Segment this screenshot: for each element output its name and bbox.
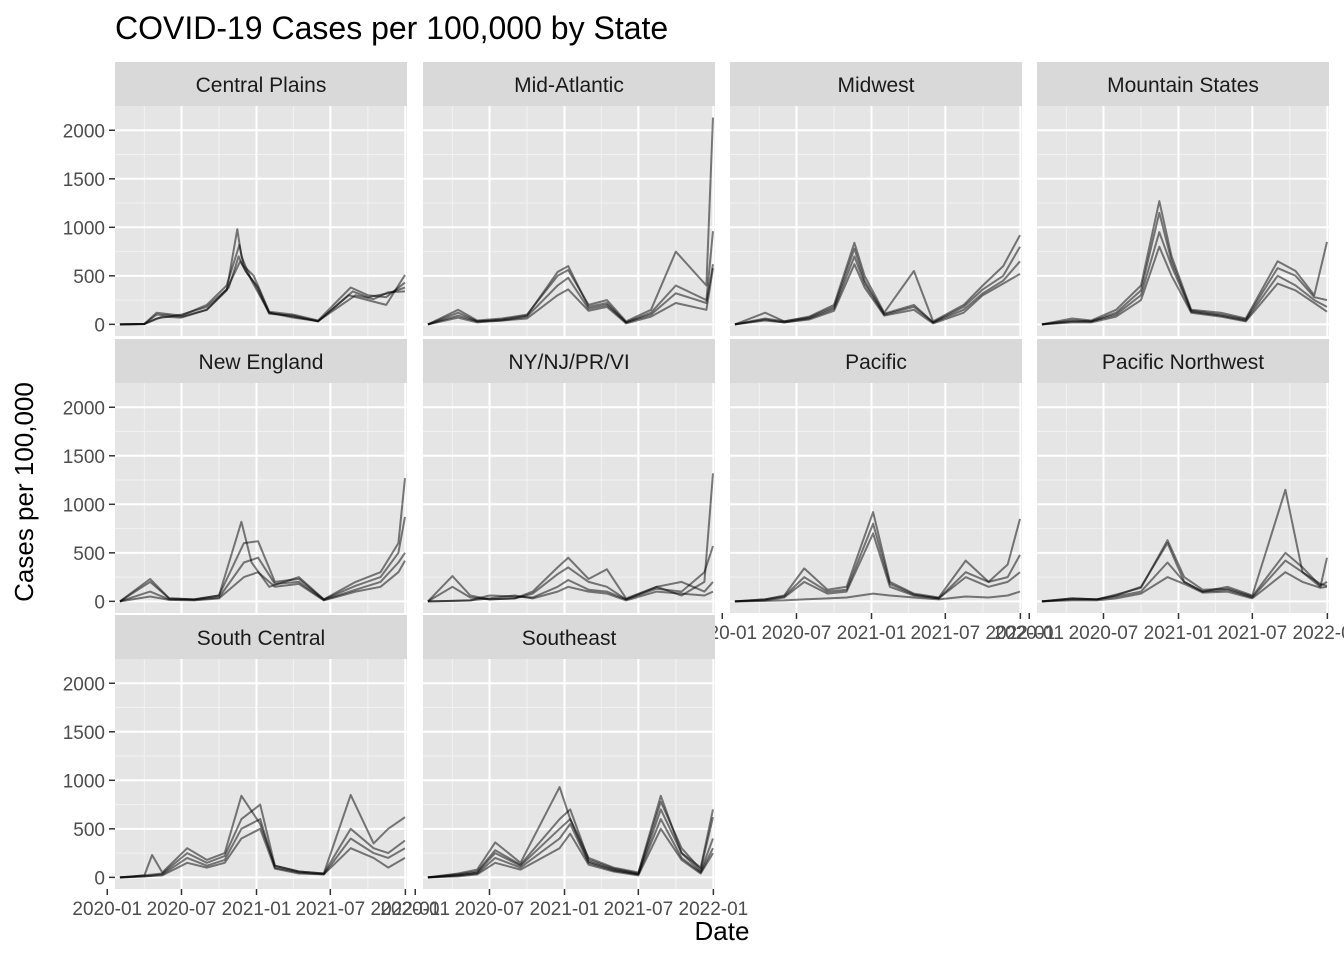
- panel-background: [1037, 106, 1329, 336]
- facet-strip: [1037, 339, 1329, 383]
- panel-south-central: South Central 0 500 1000 1500 2000 2020-01 2020…: [63, 615, 441, 920]
- facet-strip-label: NY/NJ/PR/VI: [508, 351, 629, 374]
- panel-southeast: Southeast 2020-01 2020-07 2021-01 2021-07 202…: [380, 615, 748, 920]
- series-line: [1041, 231, 1328, 326]
- series-line: [1041, 559, 1328, 603]
- series-line: [119, 827, 406, 879]
- facet-strip: [730, 339, 1022, 383]
- y-tick-label: 1500: [63, 170, 105, 191]
- facet-strip: [115, 339, 407, 383]
- facet-strip-label: Midwest: [837, 74, 914, 97]
- facet-strip-label: Southeast: [522, 627, 617, 650]
- series-line: [119, 260, 406, 326]
- y-tick-label: 1000: [63, 771, 105, 792]
- series-line: [119, 818, 406, 879]
- x-tick-label: 2020-07: [762, 623, 832, 644]
- series-line: [427, 818, 714, 879]
- x-tick-label: 2021-01: [530, 899, 600, 920]
- panel-midwest: Midwest: [730, 62, 1022, 336]
- y-tick-label: 0: [94, 315, 105, 336]
- facet-strip: [423, 339, 715, 383]
- series-line: [119, 803, 406, 879]
- y-tick-label: 1000: [63, 495, 105, 516]
- y-tick-label: 1000: [63, 218, 105, 239]
- x-tick-label: 2020-01: [994, 623, 1064, 644]
- panels: Central Plains 0 500 1000 1500 2000 Mid-Atlant…: [63, 62, 1344, 920]
- y-tick-label: 0: [94, 592, 105, 613]
- series-line: [734, 511, 1021, 603]
- series-line: [734, 532, 1021, 603]
- series-line: [427, 808, 714, 879]
- series-line: [1041, 200, 1328, 326]
- series-line: [427, 267, 714, 326]
- facet-strip: [730, 62, 1022, 106]
- y-tick-label: 1500: [63, 447, 105, 468]
- series-line: [119, 560, 406, 603]
- x-tick-label: 2022-01: [986, 623, 1056, 644]
- panel-background: [115, 106, 407, 336]
- y-tick-label: 2000: [63, 121, 105, 142]
- x-tick-label: 2021-07: [1217, 623, 1287, 644]
- y-axis-title: Cases per 100,000: [9, 382, 39, 602]
- x-tick-label: 2021-01: [837, 623, 907, 644]
- facet-strip-label: Pacific Northwest: [1102, 351, 1264, 374]
- y-tick-label: 1500: [63, 723, 105, 744]
- facet-strip: [115, 62, 407, 106]
- panel-mountain-states: Mountain States: [1037, 62, 1329, 336]
- panel-central-plains: Central Plains 0 500 1000 1500 2000: [63, 62, 407, 336]
- panel-mid-atlantic: Mid-Atlantic: [423, 62, 715, 336]
- x-tick-label: 2020-07: [1069, 623, 1139, 644]
- facet-strip-label: Central Plains: [196, 74, 327, 97]
- facet-strip: [115, 615, 407, 659]
- series-line: [119, 793, 406, 879]
- x-tick-label: 2022-01: [371, 899, 441, 920]
- y-tick-label: 500: [73, 544, 105, 565]
- x-tick-label: 2021-01: [222, 899, 292, 920]
- facet-strip: [1037, 62, 1329, 106]
- x-tick-label: 2022-01: [1293, 623, 1344, 644]
- series-line: [734, 590, 1021, 603]
- x-tick-label: 2020-07: [455, 899, 525, 920]
- y-tick-label: 500: [73, 267, 105, 288]
- panel-background: [423, 659, 715, 889]
- facet-strip-label: Pacific: [845, 351, 907, 374]
- x-tick-label: 2021-07: [603, 899, 673, 920]
- panel-new-england: New England 0 500 1000 1500 2000: [63, 339, 407, 613]
- x-tick-label: 2021-07: [295, 899, 365, 920]
- y-tick-label: 2000: [63, 398, 105, 419]
- x-tick-label: 2020-01: [380, 899, 450, 920]
- series-line: [1041, 245, 1328, 326]
- series-line: [119, 243, 406, 326]
- series-line: [1041, 571, 1328, 603]
- x-tick-label: 2022-01: [679, 899, 749, 920]
- series-line: [427, 585, 714, 603]
- chart-title: COVID-19 Cases per 100,000 by State: [115, 10, 668, 46]
- x-axis-title: Date: [695, 916, 750, 946]
- facet-strip-label: New England: [199, 351, 324, 374]
- series-line: [734, 522, 1021, 603]
- facet-strip-label: Mid-Atlantic: [514, 74, 624, 97]
- x-tick-label: 2021-01: [1144, 623, 1214, 644]
- x-tick-label: 2020-07: [147, 899, 217, 920]
- facet-strip-label: South Central: [197, 627, 325, 650]
- series-line: [734, 263, 1021, 326]
- x-tick-label: 2021-07: [910, 623, 980, 644]
- y-tick-label: 2000: [63, 674, 105, 695]
- facet-strip: [423, 615, 715, 659]
- facet-strip-label: Mountain States: [1107, 74, 1259, 97]
- panel-background: [423, 106, 715, 336]
- facet-strip: [423, 62, 715, 106]
- x-tick-label: 2020-01: [72, 899, 142, 920]
- panel-background: [423, 383, 715, 613]
- y-tick-label: 500: [73, 820, 105, 841]
- y-tick-label: 0: [94, 868, 105, 889]
- series-line: [427, 827, 714, 879]
- panel-ny-nj-pr-vi: NY/NJ/PR/VI: [423, 339, 715, 613]
